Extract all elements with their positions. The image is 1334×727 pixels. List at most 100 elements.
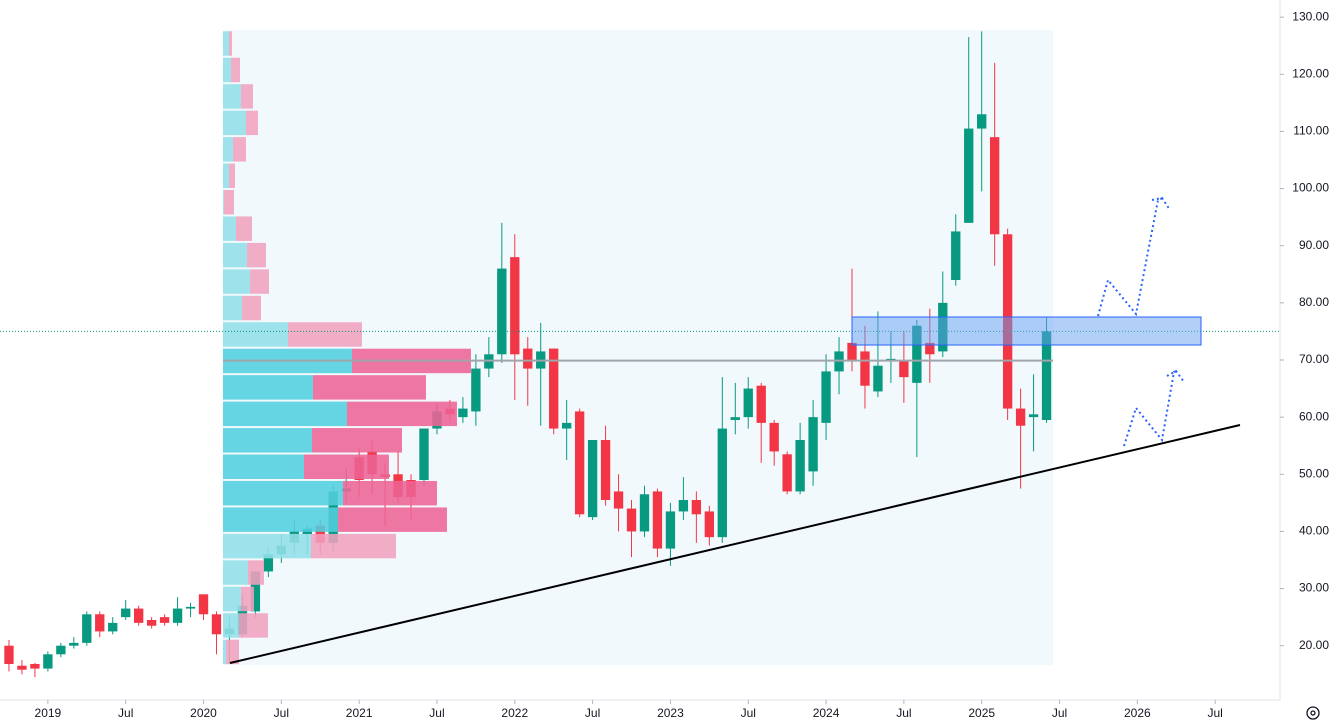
candle-body: [523, 348, 533, 369]
profile-down: [346, 401, 457, 427]
candle-body: [808, 417, 818, 472]
forecast-path: [1097, 197, 1164, 317]
candle-body: [678, 500, 689, 512]
candle-body: [250, 571, 261, 612]
candle-body: [419, 428, 429, 480]
candle-body: [691, 500, 702, 515]
candle-body: [30, 664, 40, 669]
candle-body: [263, 554, 274, 572]
x-tick-label: 2023: [657, 706, 684, 720]
candle-body: [821, 371, 831, 423]
candle-body: [159, 617, 170, 623]
settings-icon[interactable]: [1306, 706, 1320, 720]
zone-box: [851, 316, 1202, 346]
candle-body: [587, 440, 598, 518]
x-tick-label: Jul: [741, 706, 756, 720]
candle-body: [989, 137, 1000, 235]
profile-up: [222, 480, 343, 506]
y-tick-label: 40.00: [1299, 524, 1329, 538]
candle-body: [899, 360, 909, 378]
profile-down: [303, 454, 389, 479]
candle-body: [652, 491, 663, 549]
x-tick-label: 2020: [190, 706, 217, 720]
profile-down: [230, 57, 240, 83]
profile-down: [337, 507, 447, 532]
candle-body: [471, 368, 481, 412]
profile-up: [222, 137, 233, 162]
y-tick-label: 120.00: [1292, 66, 1329, 80]
x-tick-label: Jul: [1052, 706, 1067, 720]
candle-body: [95, 614, 105, 632]
profile-up: [222, 31, 229, 56]
candle-body: [717, 428, 727, 538]
x-tick-label: 2025: [968, 706, 995, 720]
settings-icon-ring[interactable]: [1306, 706, 1320, 720]
candle-body: [600, 440, 611, 500]
x-tick-label: Jul: [1207, 706, 1222, 720]
profile-down: [287, 322, 362, 347]
x-tick-label: Jul: [274, 706, 289, 720]
candle-body: [561, 422, 572, 429]
profile-down: [246, 242, 266, 268]
y-tick-label: 130.00: [1292, 9, 1329, 23]
x-tick-label: 2024: [813, 706, 840, 720]
profile-up: [222, 269, 250, 294]
candle-body: [1015, 408, 1026, 426]
forecast-arrow: [1151, 196, 1171, 211]
candle-body: [704, 511, 715, 538]
candle-body: [198, 594, 209, 615]
y-tick-label: 90.00: [1299, 238, 1329, 252]
y-tick-label: 80.00: [1299, 295, 1329, 309]
x-tick-label: 2022: [501, 706, 528, 720]
profile-up: [222, 84, 241, 109]
profile-up: [222, 322, 288, 347]
profile-down: [241, 295, 261, 321]
candle-body: [43, 654, 53, 669]
candle-body: [549, 348, 559, 429]
candle-body: [17, 665, 27, 670]
profile-up: [222, 507, 338, 532]
candle-body: [756, 385, 766, 423]
candle-body: [185, 606, 196, 609]
profile-down: [310, 533, 396, 559]
profile-up: [222, 639, 226, 665]
profile-up: [222, 216, 236, 241]
profile-up: [222, 560, 248, 585]
candle-body: [639, 494, 650, 532]
candle-body: [665, 511, 676, 549]
profile-up: [222, 586, 241, 612]
candle-body: [964, 128, 974, 223]
y-tick-label: 60.00: [1299, 409, 1329, 423]
volume-profile: [222, 31, 471, 665]
candle-body: [56, 645, 66, 655]
candle-body: [108, 622, 118, 632]
candle-body: [912, 325, 922, 383]
candle-body: [146, 620, 157, 626]
profile-up: [222, 242, 247, 268]
candle-body: [743, 388, 753, 418]
y-tick-label: 50.00: [1299, 466, 1329, 480]
candle-body: [1028, 414, 1039, 418]
profile-down: [235, 216, 252, 241]
profile-down: [312, 375, 426, 400]
settings-icon-core[interactable]: [1310, 710, 1316, 716]
profile-down: [245, 110, 258, 136]
profile-up: [222, 401, 347, 427]
trend-line: [229, 424, 1241, 664]
candle-body: [121, 608, 131, 618]
profile-up: [222, 295, 242, 321]
profile-down: [228, 31, 232, 56]
profile-down: [342, 480, 437, 506]
profile-down: [223, 190, 234, 215]
candle-body: [977, 114, 987, 129]
candle-body: [69, 642, 79, 646]
x-tick-label: Jul: [429, 706, 444, 720]
y-tick-label: 70.00: [1299, 352, 1329, 366]
candle-body: [497, 268, 507, 355]
profile-down: [249, 269, 269, 294]
x-tick-label: Jul: [585, 706, 600, 720]
candle-body: [769, 422, 779, 452]
x-tick-label: 2026: [1124, 706, 1151, 720]
candle-body: [873, 365, 883, 392]
